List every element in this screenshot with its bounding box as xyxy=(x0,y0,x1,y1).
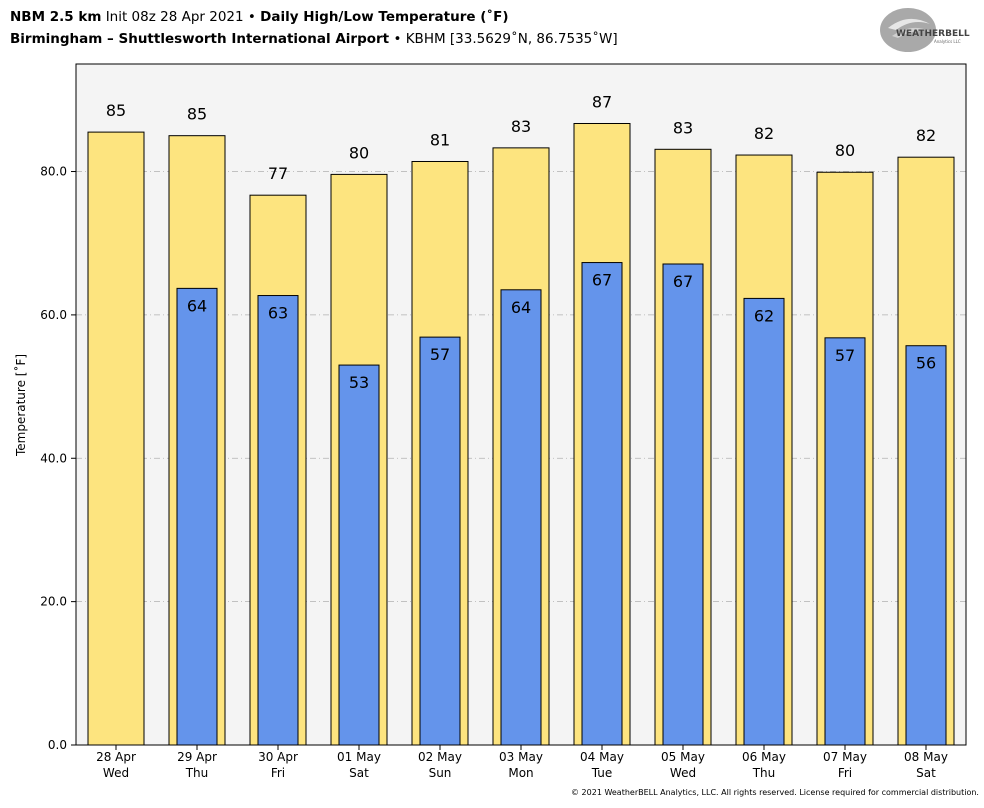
high-temp-label: 77 xyxy=(268,164,288,183)
x-tick-label-date: 28 Apr xyxy=(96,750,136,764)
low-temp-bar xyxy=(905,345,947,746)
x-tick-label-day: Tue xyxy=(591,766,613,780)
separator: • xyxy=(393,31,402,47)
swirl-stroke xyxy=(888,18,930,30)
x-tick-label-day: Mon xyxy=(508,766,533,780)
y-axis-label: Temperature [˚F] xyxy=(13,354,28,457)
low-temp-label: 56 xyxy=(916,354,936,373)
x-tick-label-day: Sat xyxy=(349,766,369,780)
header-line-2: Birmingham – Shuttlesworth International… xyxy=(10,28,618,50)
x-tick-label-date: 04 May xyxy=(580,750,624,764)
low-temp-bar xyxy=(176,287,218,746)
x-tick-label-day: Fri xyxy=(271,766,285,780)
header-line-1: NBM 2.5 km Init 08z 28 Apr 2021 • Daily … xyxy=(10,6,618,28)
x-tick-label-day: Fri xyxy=(838,766,852,780)
high-temp-label: 85 xyxy=(106,101,126,120)
high-temp-label: 83 xyxy=(511,117,531,136)
low-temp-bar xyxy=(419,336,461,746)
y-tick-label: 20.0 xyxy=(40,595,67,609)
low-temp-bar xyxy=(581,262,623,746)
low-temp-label: 67 xyxy=(673,272,693,291)
y-tick-label: 60.0 xyxy=(40,308,67,322)
x-tick-label-day: Thu xyxy=(752,766,776,780)
chart-header: NBM 2.5 km Init 08z 28 Apr 2021 • Daily … xyxy=(10,6,618,50)
x-tick-label-date: 05 May xyxy=(661,750,705,764)
high-temp-label: 82 xyxy=(754,124,774,143)
y-tick-label: 40.0 xyxy=(40,451,67,465)
data-labels: 85 85 64 77 63 80 53 81 57 83 64 87 67 83 67 82 62 80 57 82… xyxy=(106,92,936,392)
low-temp-bar xyxy=(824,337,866,746)
station-name: Birmingham – Shuttlesworth International… xyxy=(10,31,390,47)
low-temp-label: 63 xyxy=(268,304,288,323)
low-temp-label: 53 xyxy=(349,373,369,392)
x-tick-label-date: 30 Apr xyxy=(258,750,298,764)
bars xyxy=(87,122,955,746)
x-tick-label-date: 07 May xyxy=(823,750,867,764)
x-tick-label-date: 01 May xyxy=(337,750,381,764)
low-temp-label: 57 xyxy=(835,346,855,365)
low-temp-label: 64 xyxy=(187,296,207,315)
separator: • xyxy=(247,9,256,25)
weatherbell-logo: WEATHERBELL Analytics LLC xyxy=(880,8,970,52)
y-axis: 0.0 20.0 40.0 60.0 80.0 xyxy=(40,165,76,752)
logo-text: WEATHERBELL xyxy=(896,29,970,39)
x-tick-label-date: 29 Apr xyxy=(177,750,217,764)
low-temp-bar xyxy=(257,295,299,746)
x-tick-label-day: Thu xyxy=(185,766,209,780)
high-temp-label: 82 xyxy=(916,126,936,145)
low-temp-bar xyxy=(500,289,542,746)
x-axis: 28 Apr Wed 29 Apr Thu 30 Apr Fri 01 May Sat 02 M… xyxy=(96,745,948,780)
x-tick-label-date: 03 May xyxy=(499,750,543,764)
x-tick-label-day: Wed xyxy=(103,766,129,780)
high-temp-label: 85 xyxy=(187,105,207,124)
low-temp-bar xyxy=(338,364,380,746)
high-temp-label: 81 xyxy=(430,130,450,149)
high-temp-label: 80 xyxy=(349,143,369,162)
station-location: KBHM [33.5629˚N, 86.7535˚W] xyxy=(405,31,618,47)
low-temp-bar xyxy=(662,263,704,746)
x-tick-label-date: 08 May xyxy=(904,750,948,764)
y-tick-label: 80.0 xyxy=(40,165,67,179)
low-temp-label: 62 xyxy=(754,306,774,325)
high-temp-bar xyxy=(87,131,145,746)
init-time: Init 08z 28 Apr 2021 xyxy=(105,9,244,25)
chart-title: Daily High/Low Temperature (˚F) xyxy=(260,9,509,25)
y-tick-label: 0.0 xyxy=(48,738,67,752)
model-name: NBM 2.5 km xyxy=(10,9,102,25)
plot-frame xyxy=(75,63,967,746)
x-tick-label-day: Wed xyxy=(670,766,696,780)
low-temp-label: 64 xyxy=(511,298,531,317)
x-tick-label-day: Sun xyxy=(429,766,452,780)
x-tick-label-day: Sat xyxy=(916,766,936,780)
high-temp-label: 83 xyxy=(673,118,693,137)
high-temp-label: 80 xyxy=(835,141,855,160)
low-temp-bar xyxy=(743,297,785,746)
copyright-footer: © 2021 WeatherBELL Analytics, LLC. All r… xyxy=(571,788,979,797)
x-tick-label-date: 06 May xyxy=(742,750,786,764)
x-tick-label-date: 02 May xyxy=(418,750,462,764)
swirl-stroke xyxy=(892,27,932,38)
low-temp-label: 67 xyxy=(592,271,612,290)
logo-subtext: Analytics LLC xyxy=(934,39,961,44)
low-temp-label: 57 xyxy=(430,345,450,364)
high-temp-label: 87 xyxy=(592,92,612,111)
